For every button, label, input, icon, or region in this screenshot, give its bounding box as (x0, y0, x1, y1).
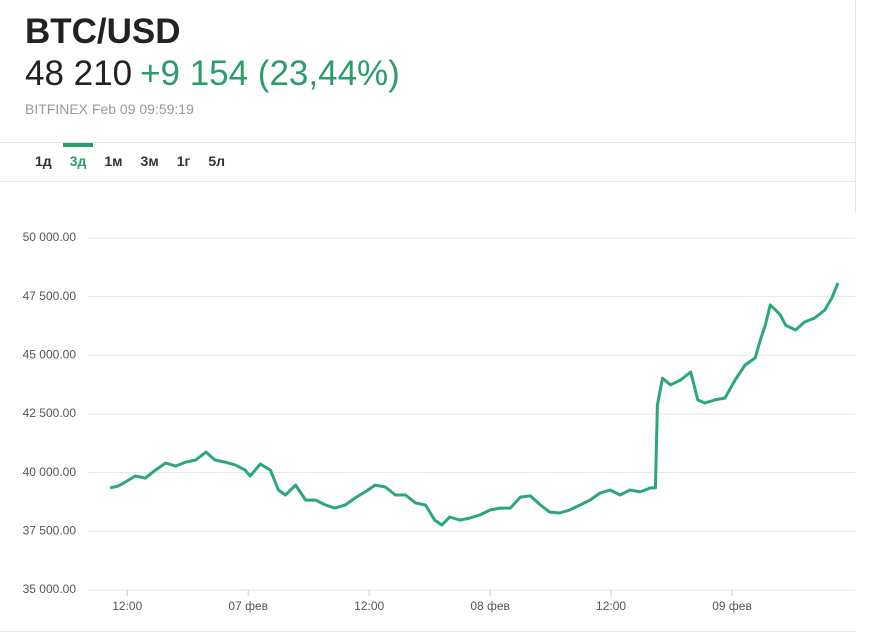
range-tab[interactable]: 1м (104, 153, 123, 169)
y-tick-label: 42 500.00 (23, 406, 77, 420)
range-tab[interactable]: 5л (208, 153, 225, 169)
y-tick-label: 40 000.00 (23, 465, 77, 479)
y-tick-label: 37 500.00 (23, 524, 77, 538)
y-tick-label: 35 000.00 (23, 582, 77, 596)
price-line (109, 282, 840, 527)
range-tab[interactable]: 3д (61, 143, 96, 181)
separator (0, 142, 856, 143)
price: 48 210 (25, 54, 133, 93)
range-tab[interactable]: 3м (140, 153, 159, 169)
x-tick-label: 12:00 (112, 599, 142, 613)
source: BITFINEX Feb 09 09:59:19 (25, 101, 194, 117)
x-tick-label: 07 фев (228, 599, 268, 613)
range-tab[interactable]: 1г (176, 153, 191, 169)
symbol: BTC/USD (25, 12, 181, 51)
range-tabs: 1д 3д 1м 3м 1г 5л (26, 143, 234, 181)
price-line: 48 210 +9 154 (23,44%) (25, 54, 400, 94)
y-tick-label: 45 000.00 (23, 348, 77, 362)
x-tick-label: 12:00 (596, 599, 626, 613)
change: +9 154 (23,44%) (140, 54, 400, 93)
x-tick-label: 12:00 (354, 599, 384, 613)
x-tick-label: 08 фев (470, 599, 510, 613)
range-tab[interactable]: 1д (35, 153, 52, 169)
y-tick-label: 47 500.00 (23, 289, 77, 303)
separator (0, 631, 856, 632)
border (855, 0, 856, 212)
separator (0, 181, 856, 182)
x-tick-label: 09 фев (712, 599, 752, 613)
y-tick-label: 50 000.00 (23, 230, 77, 244)
